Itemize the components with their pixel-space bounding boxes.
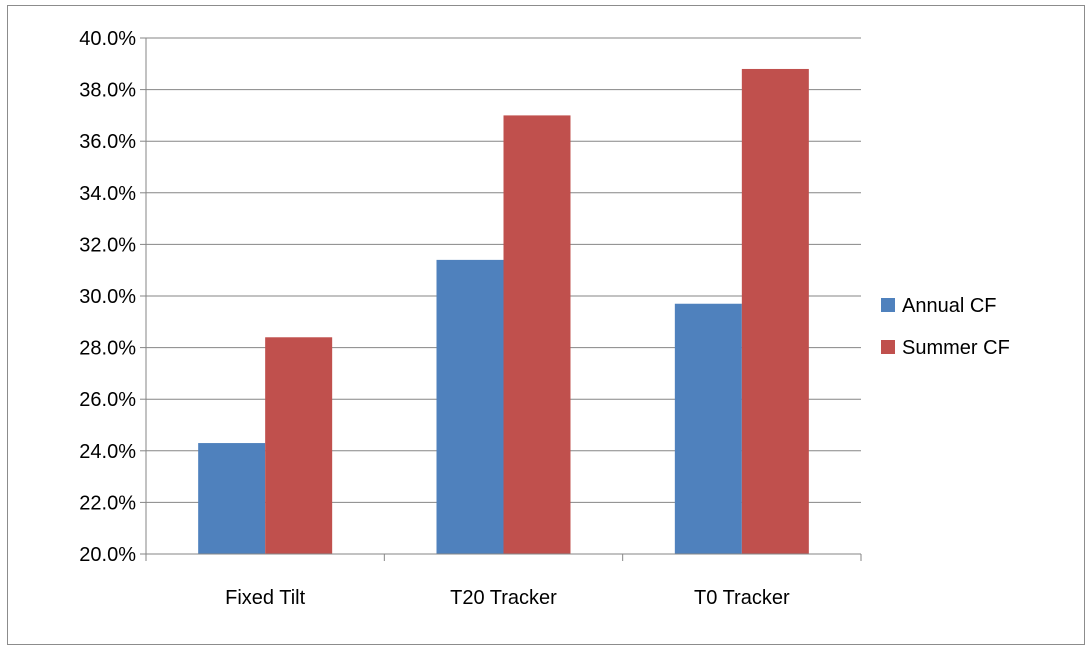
bar-annual-cf-fixed-tilt: [198, 443, 266, 554]
y-tick-label: 22.0%: [79, 492, 136, 514]
y-tick-labels: 20.0% 22.0% 24.0% 26.0% 28.0% 30.0% 32.0% 34.0%…: [79, 28, 136, 566]
y-tick-label: 38.0%: [79, 80, 136, 102]
bar-summer-cf-fixed-tilt: [265, 337, 333, 554]
bar-summer-cf-t20-tracker: [503, 115, 571, 555]
y-tick-label: 24.0%: [79, 441, 136, 463]
x-tick-label: Fixed Tilt: [225, 587, 305, 609]
legend-label: Summer CF: [902, 337, 1010, 359]
y-tick-label: 28.0%: [79, 338, 136, 360]
bars: [198, 68, 809, 555]
x-tick-labels: Fixed Tilt T20 Tracker T0 Tracker: [225, 587, 790, 609]
bar-summer-cf-t0-tracker: [741, 68, 809, 555]
y-tick-label: 26.0%: [79, 389, 136, 411]
chart-area: 20.0% 22.0% 24.0% 26.0% 28.0% 30.0% 32.0% 34.0%…: [7, 5, 1085, 645]
y-tick-label: 30.0%: [79, 286, 136, 308]
y-tick-label: 36.0%: [79, 131, 136, 153]
bar-chart: 20.0% 22.0% 24.0% 26.0% 28.0% 30.0% 32.0% 34.0%…: [79, 28, 1010, 609]
legend-swatch: [881, 298, 895, 312]
bar-annual-cf-t0-tracker: [674, 303, 742, 554]
axes: [145, 38, 861, 555]
legend-label: Annual CF: [902, 295, 997, 317]
y-tick-label: 32.0%: [79, 234, 136, 256]
y-tick-label: 34.0%: [79, 183, 136, 205]
y-tick-label: 20.0%: [79, 544, 136, 566]
legend-swatch: [881, 340, 895, 354]
y-tick-label: 40.0%: [79, 28, 136, 50]
x-tick-label: T0 Tracker: [694, 587, 790, 609]
bar-annual-cf-t20-tracker: [436, 259, 504, 554]
legend: Annual CF Summer CF: [881, 295, 1010, 359]
x-tick-label: T20 Tracker: [450, 587, 557, 609]
